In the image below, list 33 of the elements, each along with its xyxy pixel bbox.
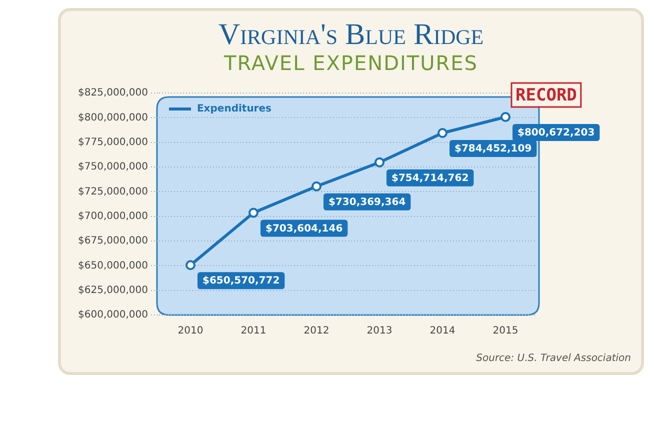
data-label: $784,452,109 [454,144,532,155]
y-tick-label: $825,000,000 [78,88,148,99]
y-tick-label: $800,000,000 [78,112,148,124]
point [248,208,258,218]
y-tick-label: $600,000,000 [78,310,148,321]
point [374,157,384,168]
data-label: $650,570,772 [202,276,280,287]
y-tick-label: $775,000,000 [78,136,148,148]
point [500,112,510,122]
point [311,181,322,192]
x-tick-label: 2010 [178,326,204,337]
x-tick-label: 2012 [304,326,330,337]
x-tick-label: 2014 [430,326,456,337]
source-note: Source: U.S. Travel Association [475,353,631,364]
x-tick-label: 2013 [366,326,392,337]
legend-label: Expenditures [196,104,272,115]
annotation: RECORD [516,85,577,106]
y-tick-label: $725,000,000 [78,186,148,198]
point [185,260,196,270]
data-label: $754,714,762 [391,172,469,184]
y-tick-label: $675,000,000 [78,236,148,247]
x-tick-label: 2015 [492,326,518,337]
data-label: $703,604,146 [265,223,343,234]
x-tick-label: 2011 [240,326,266,337]
data-label: $730,369,364 [328,196,406,208]
data-label: $800,672,203 [518,128,595,139]
chart-subtitle: TRAVEL EXPENDITURES [223,51,479,75]
y-tick-label: $650,000,000 [78,260,148,272]
point [437,128,448,138]
y-tick-label: $700,000,000 [78,210,148,222]
chart-title: Virginia's Blue Ridge [217,18,485,51]
y-tick-label: $750,000,000 [78,162,148,173]
y-tick-label: $625,000,000 [78,284,148,296]
